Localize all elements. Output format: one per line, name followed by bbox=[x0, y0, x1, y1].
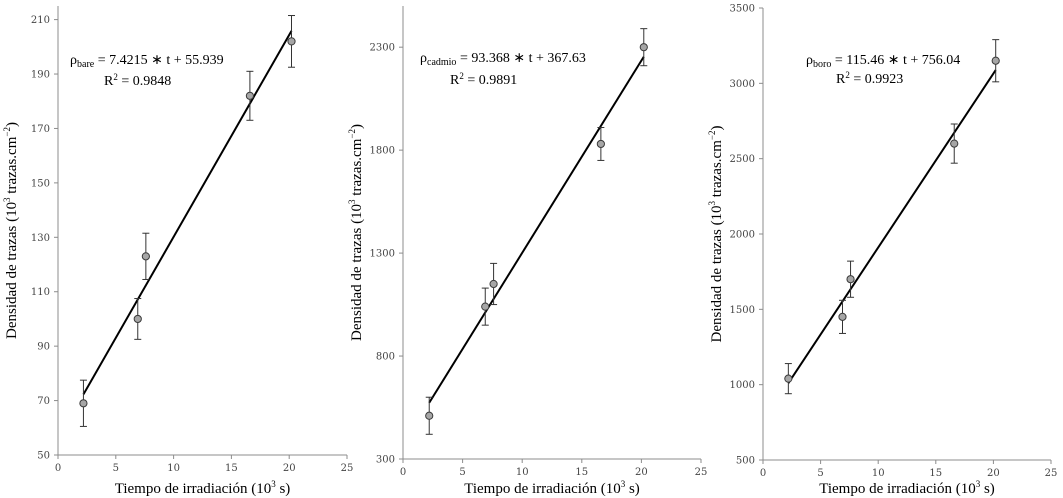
y-tick-label: 3500 bbox=[730, 4, 755, 15]
y-tick-label: 2000 bbox=[730, 230, 755, 241]
chart-panel-3: 0 5 10 15 20 25 500 1000 1500 2000 2500 3000 3500 ρbo… bbox=[707, 4, 1057, 498]
x-tick-label: 15 bbox=[225, 463, 238, 474]
x-tick-label: 25 bbox=[1045, 468, 1058, 479]
y-tick-label: 800 bbox=[376, 352, 395, 363]
r-squared-label: R2 = 0.9891 bbox=[450, 71, 517, 88]
data-point bbox=[838, 312, 847, 321]
data-point bbox=[79, 399, 88, 408]
x-tick-label: 25 bbox=[695, 467, 708, 478]
y-tick-label: 2500 bbox=[730, 154, 755, 165]
data-point bbox=[991, 56, 1000, 65]
data-point bbox=[287, 37, 296, 46]
y-axis-title: Densidad de trazas (103 trazas.cm−2) bbox=[2, 122, 20, 339]
x-tick-label: 5 bbox=[459, 467, 465, 478]
y-axis-title: Densidad de trazas (103 trazas.cm−2) bbox=[347, 124, 365, 341]
trendline bbox=[787, 69, 997, 384]
x-tick-label: 5 bbox=[113, 463, 119, 474]
x-axis-title: Tiempo de irradiación (103 s) bbox=[464, 479, 640, 497]
y-axis-title: Densidad de trazas (103 trazas.cm−2) bbox=[707, 126, 725, 343]
x-tick-label: 0 bbox=[400, 467, 406, 478]
r-squared-label: R2 = 0.9923 bbox=[836, 70, 903, 87]
x-axis-title: Tiempo de irradiación (103 s) bbox=[819, 479, 995, 497]
y-tick-label: 90 bbox=[37, 342, 50, 353]
y-tick-label: 2300 bbox=[370, 43, 395, 54]
data-point bbox=[489, 279, 498, 289]
y-tick-label: 300 bbox=[376, 455, 395, 466]
x-tick-label: 5 bbox=[817, 468, 823, 479]
y-tick-label: 1800 bbox=[370, 146, 395, 157]
y-tick-label: 1300 bbox=[370, 249, 395, 260]
y-tick-label: 70 bbox=[37, 396, 50, 407]
data-point bbox=[425, 411, 434, 420]
data-point bbox=[141, 252, 150, 261]
x-tick-label: 15 bbox=[575, 467, 588, 478]
data-point bbox=[639, 43, 648, 52]
trendline-equation: ρbare = 7.4215 ∗ t + 55.939 bbox=[70, 53, 224, 70]
data-point bbox=[245, 91, 254, 100]
y-tick-label: 110 bbox=[31, 287, 50, 298]
y-tick-label: 500 bbox=[736, 456, 755, 467]
chart-panel-1: 0 5 10 15 20 25 50 70 90 110 130 150 170 190 210 ρbare … bbox=[2, 6, 353, 497]
y-tick-label: 3000 bbox=[730, 79, 755, 90]
chart-panel-2: 0 5 10 15 20 25 300 800 1300 1800 2300 ρcadmio = 93… bbox=[347, 6, 707, 497]
y-tick-label: 190 bbox=[31, 70, 50, 81]
y-tick-label: 170 bbox=[31, 124, 50, 135]
x-tick-label: 15 bbox=[929, 468, 942, 479]
x-tick-label: 20 bbox=[635, 467, 648, 478]
trendline bbox=[82, 30, 293, 395]
x-tick-label: 10 bbox=[872, 468, 885, 479]
x-tick-label: 20 bbox=[987, 468, 1000, 479]
data-point bbox=[784, 374, 793, 383]
trendline bbox=[428, 56, 645, 404]
data-point bbox=[481, 302, 490, 311]
x-tick-label: 0 bbox=[760, 468, 766, 479]
x-tick-label: 0 bbox=[55, 463, 61, 474]
x-tick-label: 10 bbox=[167, 463, 180, 474]
r-squared-label: R2 = 0.9848 bbox=[104, 72, 171, 89]
y-tick-label: 150 bbox=[31, 178, 50, 189]
x-tick-label: 20 bbox=[283, 463, 296, 474]
y-tick-label: 210 bbox=[31, 15, 50, 26]
data-point bbox=[950, 139, 959, 148]
x-tick-label: 25 bbox=[341, 463, 354, 474]
data-point bbox=[133, 314, 142, 324]
data-point bbox=[846, 275, 855, 284]
y-tick-label: 1000 bbox=[730, 380, 755, 391]
y-tick-label: 1500 bbox=[730, 305, 755, 316]
data-point bbox=[596, 139, 605, 149]
y-tick-label: 50 bbox=[37, 451, 50, 462]
trendline-equation: ρcadmio = 93.368 ∗ t + 367.63 bbox=[420, 51, 586, 68]
trendline-equation: ρboro = 115.46 ∗ t + 756.04 bbox=[806, 53, 960, 70]
x-tick-label: 10 bbox=[516, 467, 529, 478]
y-tick-label: 130 bbox=[31, 233, 50, 244]
x-axis-title: Tiempo de irradiación (103 s) bbox=[115, 479, 291, 497]
